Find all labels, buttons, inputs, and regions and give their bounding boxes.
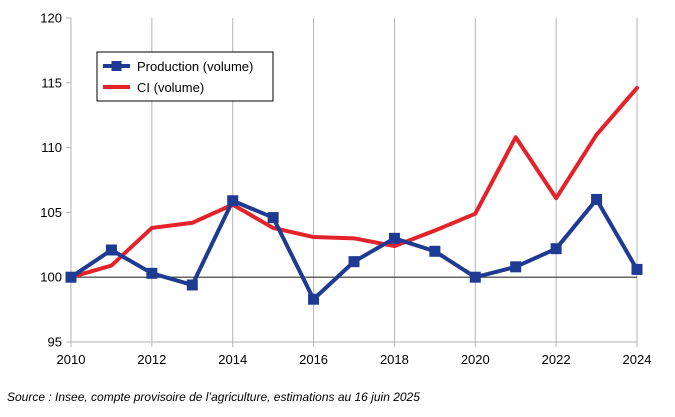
point-production-volume-2019 — [429, 245, 441, 257]
point-production-volume-2020 — [469, 271, 481, 283]
x-tick-label-2024: 2024 — [623, 352, 652, 367]
point-production-volume-2013 — [186, 279, 198, 291]
legend: Production (volume) CI (volume) — [96, 51, 274, 102]
legend-label-production-volume: Production (volume) — [137, 59, 253, 74]
series-group — [65, 85, 643, 305]
y-tick-label-105: 105 — [40, 205, 62, 220]
point-production-volume-2018 — [388, 232, 400, 244]
x-tick-label-2016: 2016 — [299, 352, 328, 367]
line-chart: 95 100 105 110 115 120 2010 2012 2014 2016 2018 202… — [40, 11, 651, 368]
legend-box — [96, 51, 274, 102]
point-production-volume-2015 — [267, 212, 279, 224]
x-tick-label-2012: 2012 — [137, 352, 166, 367]
x-tick-label-2014: 2014 — [218, 352, 247, 367]
y-tick-label-110: 110 — [41, 140, 62, 155]
y-tick-label-120: 120 — [40, 11, 62, 26]
point-production-volume-2024 — [631, 263, 643, 275]
y-tick-label-115: 115 — [41, 75, 62, 90]
point-production-volume-2022 — [550, 243, 562, 255]
y-tick-label-95: 95 — [48, 335, 62, 350]
point-production-volume-2016 — [308, 293, 320, 305]
x-tick-label-2022: 2022 — [542, 352, 571, 367]
x-tick-label-2010: 2010 — [57, 352, 86, 367]
tick-labels: 95 100 105 110 115 120 2010 2012 2014 2016 2018 202… — [40, 11, 651, 368]
point-production-volume-2023 — [591, 193, 603, 205]
point-production-volume-2012 — [146, 267, 158, 279]
point-production-volume-2011 — [105, 244, 117, 256]
x-tick-label-2018: 2018 — [380, 352, 409, 367]
legend-label-ci-volume: CI (volume) — [137, 80, 204, 95]
y-tick-label-100: 100 — [40, 270, 62, 285]
source-note: Source : Insee, compte provisoire de l’a… — [7, 390, 420, 404]
series-line-ci-volume — [69, 85, 639, 280]
point-production-volume-2010 — [65, 271, 77, 283]
x-tick-label-2020: 2020 — [461, 352, 490, 367]
point-production-volume-2021 — [510, 261, 522, 273]
legend-swatch-marker-production-volume — [111, 61, 122, 71]
point-production-volume-2017 — [348, 256, 360, 268]
point-production-volume-2014 — [227, 195, 239, 207]
